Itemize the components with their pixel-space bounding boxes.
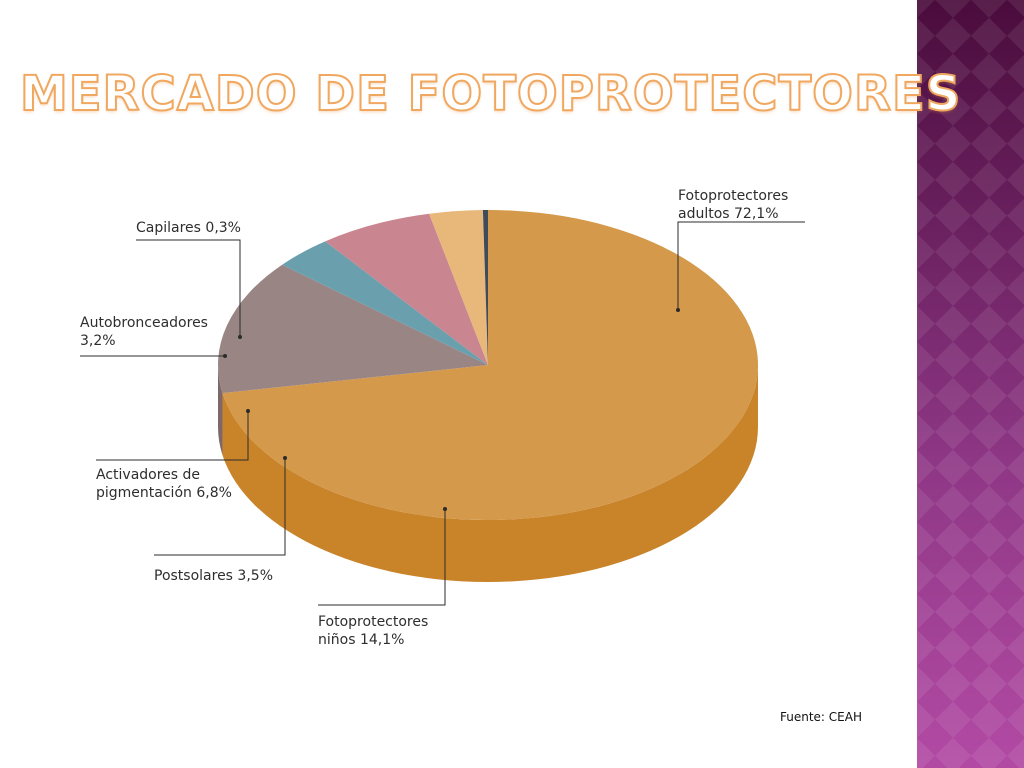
leader-dot-fotoprotectores-ninos bbox=[443, 507, 447, 511]
pie-slice-capilares bbox=[482, 210, 488, 365]
label-group-autobronceadores: Autobronceadores 3,2% bbox=[80, 315, 227, 358]
side-decoration-panel bbox=[912, 0, 1024, 768]
pie-slice-autobronceadores bbox=[429, 210, 488, 365]
data-label-line: 3,2% bbox=[80, 333, 116, 349]
data-label-fotoprotectores-ninos: Fotoprotectores niños 14,1% bbox=[318, 614, 428, 648]
slide-title: MERCADO DE FOTOPROTECTORES bbox=[19, 65, 962, 123]
leader-dot-autobronceadores bbox=[223, 354, 227, 358]
pie-top-faces bbox=[217, 210, 758, 520]
data-label-line: adultos 72,1% bbox=[678, 206, 779, 222]
data-label-line: Capilares 0,3% bbox=[136, 220, 241, 236]
data-label-fotoprotectores-adultos: Fotoprotectores adultos 72,1% bbox=[678, 188, 788, 222]
source-note: Fuente: CEAH bbox=[780, 710, 862, 724]
label-group-activadores-de-pigmentacion: Activadores de pigmentación 6,8% bbox=[96, 409, 250, 501]
leader-line-activadores-de-pigmentacion bbox=[96, 411, 249, 461]
leader-line-fotoprotectores-ninos bbox=[318, 509, 446, 606]
data-label-capilares: Capilares 0,3% bbox=[136, 220, 241, 236]
leader-dot-capilares bbox=[238, 335, 242, 339]
data-label-autobronceadores: Autobronceadores 3,2% bbox=[80, 315, 208, 349]
data-label-line: Activadores de bbox=[96, 467, 200, 483]
data-label-line: Postsolares 3,5% bbox=[154, 568, 273, 584]
data-label-activadores-de-pigmentacion: Activadores de pigmentación 6,8% bbox=[96, 467, 232, 501]
pie-side-fotoprotectores-adultos bbox=[222, 365, 758, 582]
leader-dot-activadores-de-pigmentacion bbox=[246, 409, 250, 413]
data-label-line: Autobronceadores bbox=[80, 315, 208, 331]
leader-line-capilares bbox=[136, 239, 241, 337]
pie-slice-fotoprotectores-ninos bbox=[217, 264, 488, 394]
label-group-capilares: Capilares 0,3% bbox=[136, 220, 242, 339]
leader-line-fotoprotectores-adultos bbox=[677, 221, 805, 310]
leader-dot-postsolares bbox=[283, 456, 287, 460]
data-label-postsolares: Postsolares 3,5% bbox=[154, 568, 273, 584]
label-group-postsolares: Postsolares 3,5% bbox=[154, 456, 287, 584]
data-label-line: Fotoprotectores bbox=[318, 614, 428, 630]
pie-side-walls bbox=[218, 365, 758, 582]
leader-line-postsolares bbox=[154, 458, 286, 556]
pie-slice-activadores-de-pigmentacion bbox=[325, 213, 488, 365]
label-group-fotoprotectores-ninos: Fotoprotectores niños 14,1% bbox=[318, 507, 447, 648]
pie-slice-fotoprotectores-adultos bbox=[222, 210, 758, 520]
label-group-fotoprotectores-adultos: Fotoprotectores adultos 72,1% bbox=[676, 188, 805, 312]
data-label-line: pigmentación 6,8% bbox=[96, 485, 232, 501]
leader-dot-fotoprotectores-adultos bbox=[676, 308, 680, 312]
data-label-line: Fotoprotectores bbox=[678, 188, 788, 204]
pie-slice-postsolares bbox=[282, 241, 488, 365]
data-label-line: niños 14,1% bbox=[318, 632, 404, 648]
pie-chart: Fotoprotectores adultos 72,1%Fotoprotecto… bbox=[80, 188, 805, 648]
pie-side-fotoprotectores-ninos bbox=[218, 365, 223, 456]
